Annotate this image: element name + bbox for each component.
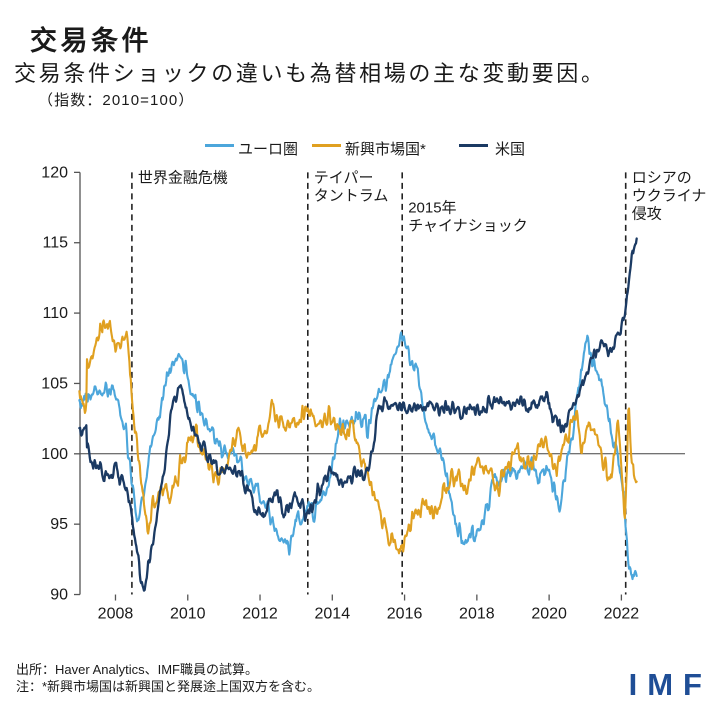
svg-text:2014: 2014 — [315, 606, 351, 623]
svg-text:ロシアの: ロシアの — [632, 169, 692, 186]
svg-text:2015年: 2015年 — [408, 199, 456, 216]
svg-text:105: 105 — [41, 375, 68, 392]
svg-text:テイパー: テイパー — [314, 169, 374, 186]
svg-text:世界金融危機: 世界金融危機 — [138, 169, 228, 186]
svg-text:2020: 2020 — [531, 606, 567, 623]
svg-text:95: 95 — [50, 516, 68, 533]
svg-text:120: 120 — [41, 164, 68, 181]
svg-text:侵攻: 侵攻 — [632, 205, 662, 222]
svg-text:90: 90 — [50, 587, 68, 604]
svg-text:100: 100 — [41, 446, 68, 463]
svg-text:115: 115 — [42, 235, 68, 252]
svg-text:チャイナショック: チャイナショック — [408, 217, 528, 234]
svg-text:2008: 2008 — [98, 606, 134, 623]
svg-text:2012: 2012 — [242, 606, 278, 623]
svg-text:ウクライナ: ウクライナ — [632, 187, 707, 204]
svg-text:2018: 2018 — [459, 606, 495, 623]
svg-text:110: 110 — [42, 305, 68, 322]
svg-text:2016: 2016 — [387, 606, 423, 623]
svg-text:タントラム: タントラム — [314, 187, 389, 204]
svg-text:2010: 2010 — [170, 606, 206, 623]
svg-text:2022: 2022 — [604, 606, 640, 623]
